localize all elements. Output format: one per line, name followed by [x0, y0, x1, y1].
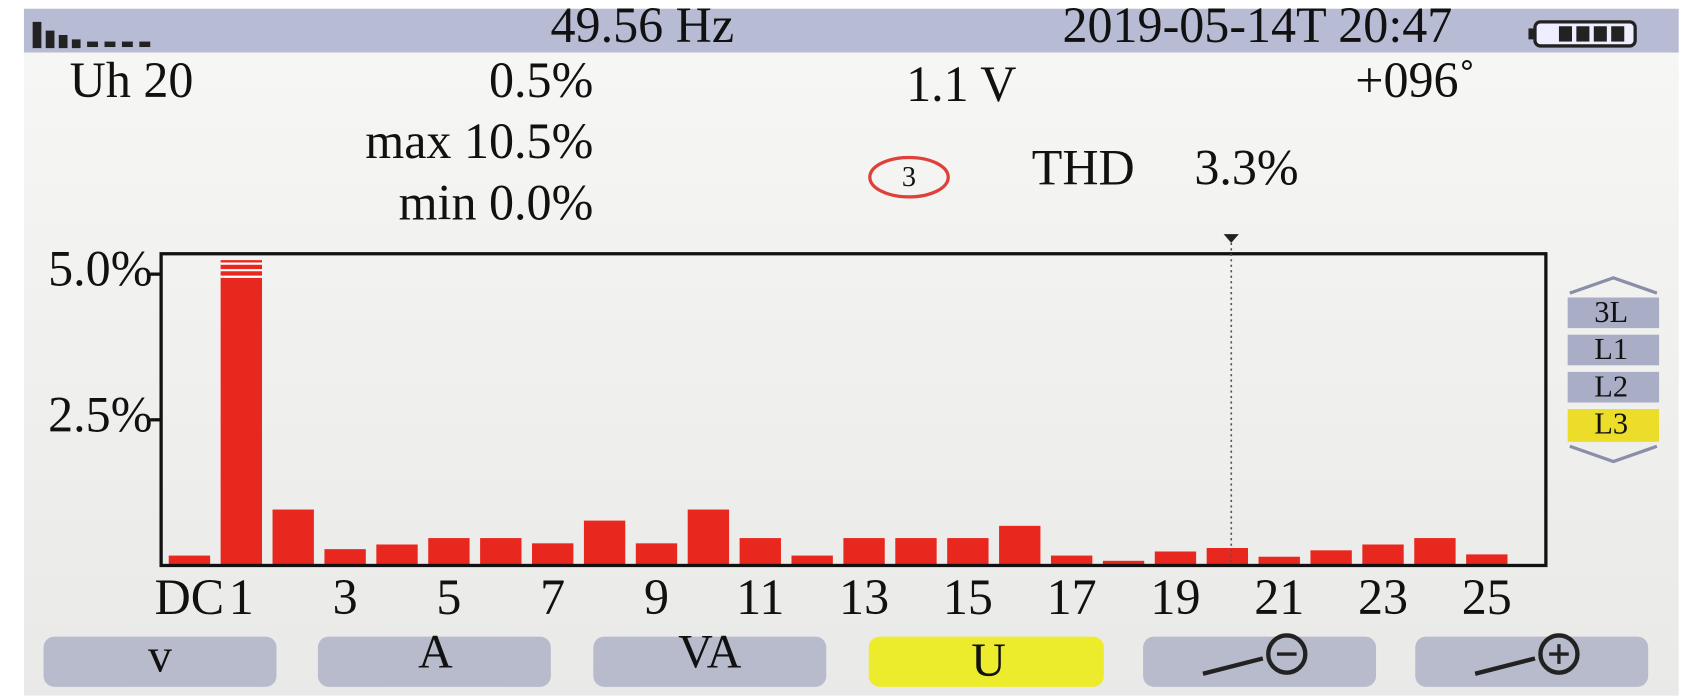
bar — [220, 260, 263, 566]
bar — [428, 538, 470, 566]
bar — [947, 538, 989, 566]
phase-item[interactable] — [1567, 334, 1660, 366]
zoom-in-key[interactable] — [1415, 636, 1649, 687]
scroll-up[interactable] — [1569, 276, 1658, 295]
key-label: A — [418, 625, 453, 678]
zoom-out-icon — [1202, 633, 1308, 676]
phase-number: 3 — [902, 162, 916, 193]
x-tick-label: 21 — [1254, 569, 1304, 625]
x-tick-label: 23 — [1358, 569, 1408, 625]
bar — [376, 544, 418, 566]
phase-item-selected[interactable] — [1567, 409, 1660, 442]
phase-item[interactable] — [1567, 371, 1660, 403]
key-label: v — [148, 630, 172, 683]
x-tick-label: 19 — [1150, 569, 1200, 625]
function-key[interactable] — [317, 636, 551, 687]
bar — [1362, 544, 1404, 566]
scroll-down[interactable] — [1569, 444, 1658, 464]
bar — [739, 538, 781, 566]
x-tick-label: 25 — [1462, 569, 1512, 625]
x-tick-label: 11 — [736, 569, 784, 625]
phase-label: L1 — [1594, 332, 1628, 366]
max-value: max 10.5% — [365, 113, 593, 169]
bar — [480, 538, 522, 566]
thd-label: THD — [1032, 139, 1135, 195]
thd-value: 3.3% — [1194, 139, 1298, 195]
phase-label: 3L — [1594, 295, 1628, 329]
overflow-indicator — [220, 262, 263, 278]
frequency: 49.56 Hz — [551, 0, 735, 53]
bar — [1050, 555, 1093, 566]
zoom-in-icon — [1474, 633, 1580, 676]
bar — [168, 555, 211, 566]
key-label: U — [971, 634, 1006, 687]
bar — [1414, 538, 1456, 566]
phase-label: L2 — [1594, 369, 1628, 403]
plot-frame — [159, 252, 1548, 568]
key-label: VA — [678, 625, 741, 678]
x-tick-label: 13 — [839, 569, 889, 625]
x-tick-label: 17 — [1047, 569, 1097, 625]
plot-area — [150, 260, 1508, 566]
bar — [1466, 554, 1508, 566]
function-key[interactable] — [43, 636, 277, 687]
phase-badge — [868, 155, 950, 199]
bar — [1154, 551, 1197, 566]
bar — [532, 543, 574, 566]
bar — [272, 509, 314, 566]
x-tick-label: 7 — [540, 569, 565, 625]
signal-icon — [32, 21, 151, 49]
bar — [635, 543, 678, 566]
bar — [1206, 547, 1249, 566]
y-tick-label: 5.0% — [48, 241, 152, 297]
phase-label: L3 — [1594, 407, 1628, 441]
harmonic-voltage: 1.1 V — [906, 56, 1016, 112]
status-bar — [23, 8, 1679, 53]
phase-item[interactable] — [1567, 297, 1660, 329]
cursor-marker — [1223, 234, 1239, 243]
min-value: min 0.0% — [399, 174, 594, 230]
bar — [843, 538, 885, 566]
x-tick-label: 1 — [229, 569, 254, 625]
bar — [1102, 560, 1145, 566]
bar — [791, 555, 833, 566]
x-tick-label: 9 — [644, 569, 669, 625]
harmonic-label: Uh 20 — [70, 52, 194, 108]
bar — [583, 520, 626, 566]
x-tick-label: 5 — [436, 569, 461, 625]
bar — [687, 509, 730, 566]
function-key[interactable] — [593, 636, 827, 687]
x-tick-label: 3 — [333, 569, 358, 625]
x-tick-label: DC — [155, 569, 225, 625]
screen-background — [23, 8, 1679, 696]
phase-angle: +096˚ — [1355, 52, 1475, 108]
bar — [1310, 550, 1352, 566]
function-key-selected[interactable] — [868, 636, 1104, 687]
bar — [1258, 556, 1300, 566]
bar — [895, 538, 937, 566]
zoom-out-key[interactable] — [1143, 636, 1377, 687]
datetime: 2019-05-14T 20:47 — [1062, 0, 1452, 53]
harmonic-percent: 0.5% — [489, 52, 593, 108]
bar — [324, 549, 366, 566]
bar — [999, 525, 1041, 566]
x-tick-label: 15 — [943, 569, 993, 625]
battery-icon — [1528, 20, 1637, 48]
y-tick-label: 2.5% — [48, 386, 152, 442]
